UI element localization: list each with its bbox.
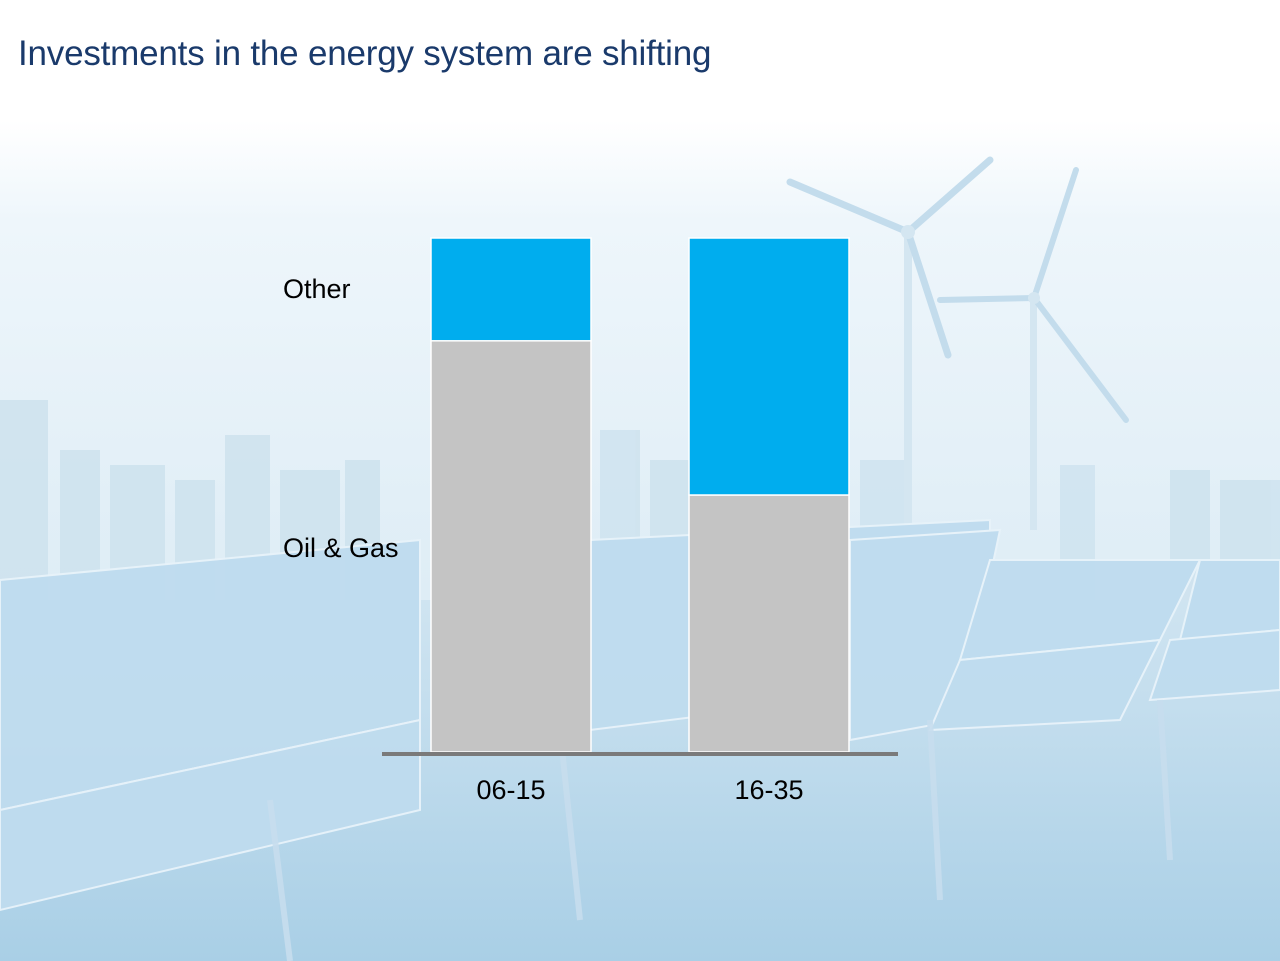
series-label-oil-gas: Oil & Gas xyxy=(283,533,399,563)
bar-other-06-15 xyxy=(430,237,592,342)
wind-turbine-icon xyxy=(786,156,1129,530)
bars-layer xyxy=(430,237,850,753)
slide-title: Investments in the energy system are shi… xyxy=(18,34,712,73)
bar-other-16-35 xyxy=(688,237,850,496)
series-label-other: Other xyxy=(283,274,351,304)
bar-oil-gas-16-35 xyxy=(688,494,850,753)
x-tick-label-1: 06-15 xyxy=(476,775,545,805)
background-scene xyxy=(0,120,1280,961)
bar-oil-gas-06-15 xyxy=(430,340,592,753)
x-tick-label-2: 16-35 xyxy=(734,775,803,805)
